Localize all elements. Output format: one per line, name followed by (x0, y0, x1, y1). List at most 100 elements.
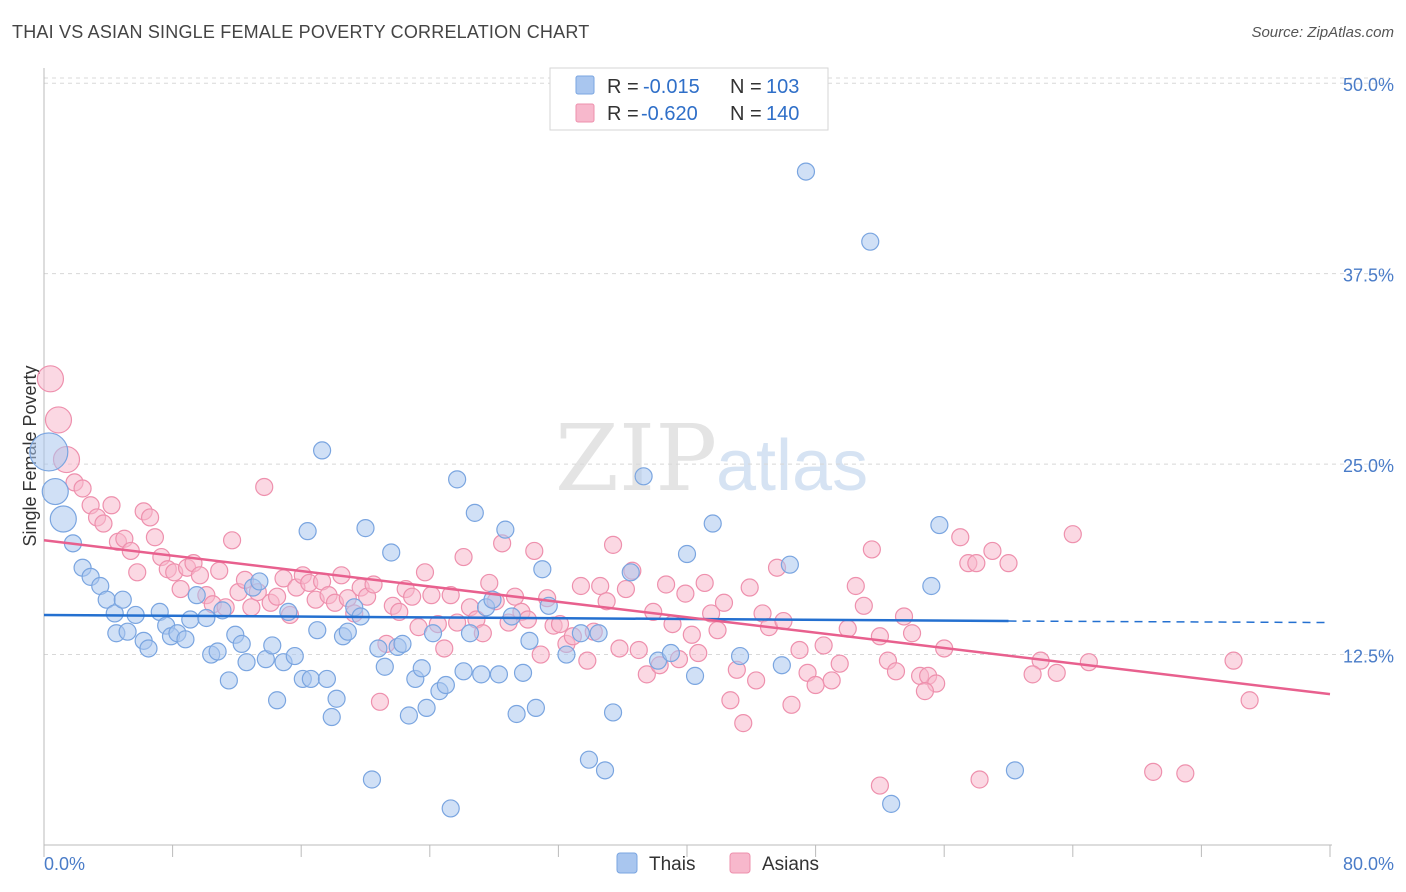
asian-point (242, 598, 261, 617)
thai-point (213, 601, 232, 620)
asian-point (415, 563, 435, 582)
thai-point (533, 560, 552, 579)
legend-box: R = -0.015 N = 103 R = -0.620 N = 140 (549, 67, 829, 131)
thai-point (520, 631, 539, 650)
asian-point (983, 541, 1002, 561)
asian-point (140, 508, 160, 527)
bottom-legend-asian: Asians (762, 854, 819, 875)
asian-point (967, 554, 986, 573)
thai-point (595, 761, 615, 780)
asian-point (578, 651, 597, 670)
thai-point (677, 544, 697, 564)
source-note: Source: ZipAtlas.com (1251, 24, 1394, 41)
thai-point (263, 636, 282, 655)
thai-point (338, 622, 357, 641)
y-tick-label: 25.0% (1343, 456, 1394, 476)
thai-point (322, 707, 341, 727)
thai-point (308, 621, 327, 640)
asian-point (267, 587, 287, 606)
asian-point (94, 514, 113, 533)
thai-point (448, 470, 467, 489)
asian-point (721, 691, 740, 710)
asian-point (190, 566, 210, 585)
asian-point (814, 636, 833, 655)
thai-point (393, 634, 412, 653)
thai-trend-line (43, 613, 1009, 623)
thai-point (362, 770, 382, 789)
asian-point (435, 639, 454, 658)
asian-point (629, 640, 648, 660)
thai-point (571, 624, 591, 643)
asian-point (1224, 651, 1243, 670)
thai-point (279, 602, 298, 622)
asian-point (525, 541, 544, 561)
thai-point (730, 646, 750, 666)
asian-point (403, 587, 422, 606)
thai-point (327, 689, 346, 708)
asian-point (610, 639, 629, 658)
thai-trend-extension (1008, 620, 1331, 624)
asian-point (830, 654, 849, 673)
asian-point (999, 554, 1018, 573)
y-tick-label: 37.5% (1343, 266, 1394, 286)
thai-point (118, 622, 137, 641)
thai-point (780, 555, 799, 574)
legend-swatch-thai (575, 75, 595, 95)
bottom-legend-swatch-asian (729, 852, 751, 874)
thai-point (589, 624, 608, 643)
thai-point (399, 706, 419, 725)
y-tick-label: 50.0% (1343, 75, 1394, 95)
thai-point (312, 441, 332, 460)
asian-point (1240, 691, 1259, 710)
asian-point (854, 596, 873, 615)
asian-point (637, 665, 656, 684)
bottom-legend-thai: Thais (649, 854, 695, 875)
legend-thai-r-value: -0.015 (643, 76, 700, 98)
thai-point (232, 634, 251, 653)
thai-point (922, 576, 941, 596)
thai-point (436, 675, 455, 695)
thai-point (208, 642, 227, 661)
thai-point (113, 590, 132, 609)
asian-point (128, 563, 147, 582)
asian-point (145, 528, 165, 547)
asian-point (102, 496, 121, 515)
thai-point (557, 645, 576, 664)
thai-point (579, 750, 599, 769)
asian-point (894, 607, 914, 626)
thai-point (105, 604, 124, 623)
y-tick-label: 12.5% (1343, 647, 1394, 667)
thai-point (661, 643, 681, 663)
thai-point (621, 563, 640, 582)
asian-point (702, 604, 721, 623)
asian-point (441, 586, 460, 605)
asian-point (822, 671, 841, 690)
asian-point (870, 776, 890, 795)
asian-point (915, 682, 935, 701)
asian-point (73, 479, 92, 498)
asian-point (708, 621, 727, 640)
legend-thai-n-value: 103 (766, 76, 799, 98)
asian-point (846, 576, 865, 596)
legend-frame (549, 67, 829, 131)
asian-trend-line (43, 539, 1331, 696)
thai-point (496, 520, 515, 539)
trend-lines (43, 539, 1331, 696)
thai-point (460, 624, 480, 643)
asian-point (1079, 653, 1098, 672)
thai-point (441, 799, 460, 818)
asian-point (1176, 764, 1195, 783)
asian-point (591, 576, 610, 596)
thai-point (1005, 761, 1025, 780)
legend-asian-r-label: R = (607, 103, 644, 125)
thai-point (423, 624, 443, 643)
thai-point (465, 503, 484, 522)
thai-point (685, 666, 705, 685)
asian-point (740, 578, 759, 597)
asian-point (1144, 762, 1163, 781)
thai-point (454, 662, 473, 681)
x-ticks (43, 845, 1331, 857)
thai-point (507, 704, 526, 724)
chart-title: THAI VS ASIAN SINGLE FEMALE POVERTY CORR… (12, 22, 590, 42)
asian-point (422, 586, 441, 605)
